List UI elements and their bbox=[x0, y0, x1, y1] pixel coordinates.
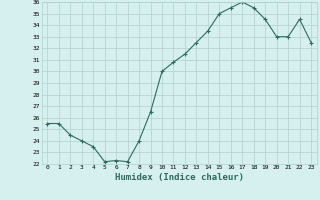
X-axis label: Humidex (Indice chaleur): Humidex (Indice chaleur) bbox=[115, 173, 244, 182]
